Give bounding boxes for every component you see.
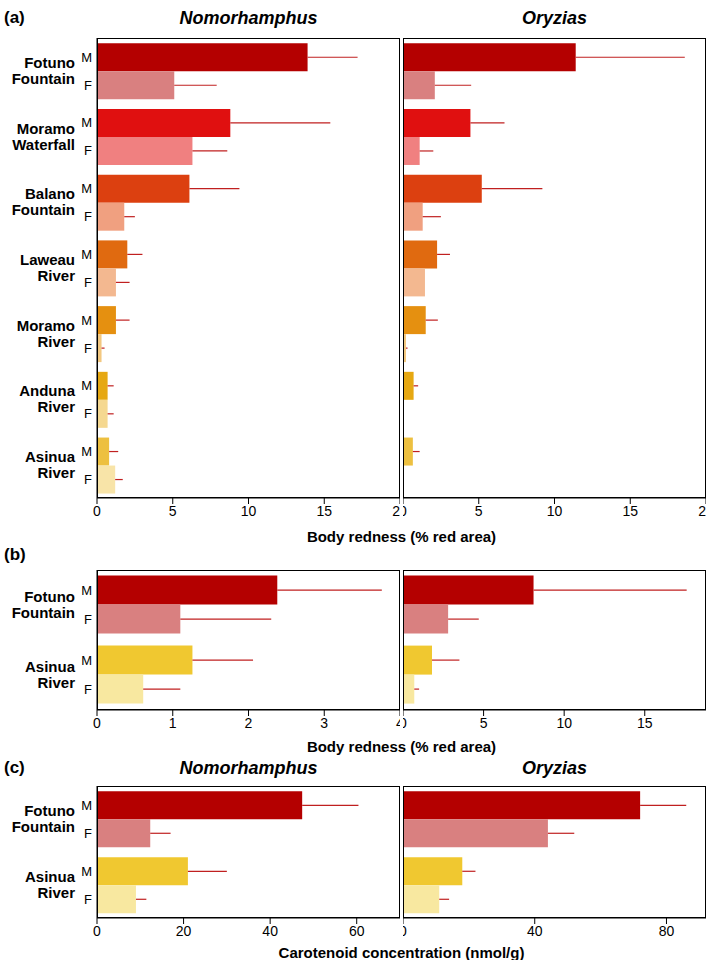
svg-text:0: 0 bbox=[403, 715, 407, 731]
html-text:Oryzias: Oryzias bbox=[522, 8, 587, 28]
svg-text:M: M bbox=[81, 864, 92, 879]
svg-text:40: 40 bbox=[262, 923, 278, 939]
svg-text:F: F bbox=[84, 826, 92, 841]
svg-text:0: 0 bbox=[93, 715, 101, 731]
svg-text:1: 1 bbox=[169, 715, 177, 731]
html-text:(b): (b) bbox=[4, 545, 26, 564]
html-text:Body redness (% red area): Body redness (% red area) bbox=[306, 528, 497, 545]
svg-text:AsinuaRiver: AsinuaRiver bbox=[25, 868, 76, 901]
svg-text:20: 20 bbox=[698, 503, 701, 519]
svg-text:F: F bbox=[84, 612, 92, 627]
svg-text:5: 5 bbox=[475, 503, 483, 519]
svg-text:AndunaRiver: AndunaRiver bbox=[19, 382, 75, 415]
svg-text:MoramoRiver: MoramoRiver bbox=[17, 317, 75, 350]
svg-text:4: 4 bbox=[396, 715, 400, 731]
html-text:Carotenoid concentration (nmol: Carotenoid concentration (nmol/g) bbox=[278, 944, 525, 960]
svg-text:10: 10 bbox=[547, 503, 563, 519]
html-text:(c): (c) bbox=[4, 758, 25, 777]
html-text:(a): (a) bbox=[4, 8, 25, 27]
svg-text:20: 20 bbox=[176, 923, 192, 939]
svg-text:FotunoFountain: FotunoFountain bbox=[12, 54, 75, 87]
svg-text:F: F bbox=[84, 682, 92, 697]
svg-text:BalanoFountain: BalanoFountain bbox=[12, 185, 75, 218]
svg-text:M: M bbox=[81, 313, 92, 328]
svg-text:AsinuaRiver: AsinuaRiver bbox=[25, 448, 76, 481]
html-text:Nomorhamphus: Nomorhamphus bbox=[179, 758, 318, 778]
svg-text:10: 10 bbox=[241, 503, 257, 519]
html-text:Oryzias: Oryzias bbox=[522, 758, 587, 778]
svg-text:M: M bbox=[81, 50, 92, 65]
svg-text:MoramoWaterfall: MoramoWaterfall bbox=[12, 120, 75, 153]
svg-text:F: F bbox=[84, 78, 92, 93]
svg-text:LaweauRiver: LaweauRiver bbox=[20, 251, 75, 284]
html-text:Body redness (% red area): Body redness (% red area) bbox=[306, 738, 497, 755]
svg-text:M: M bbox=[81, 653, 92, 668]
svg-text:M: M bbox=[81, 444, 92, 459]
svg-text:AsinuaRiver: AsinuaRiver bbox=[25, 658, 76, 691]
svg-text:80: 80 bbox=[659, 923, 675, 939]
html-text:Nomorhamphus: Nomorhamphus bbox=[179, 8, 318, 28]
svg-text:M: M bbox=[81, 378, 92, 393]
svg-text:FotunoFountain: FotunoFountain bbox=[12, 802, 75, 835]
svg-text:F: F bbox=[84, 341, 92, 356]
svg-text:0: 0 bbox=[93, 503, 101, 519]
svg-text:20: 20 bbox=[392, 503, 400, 519]
svg-text:0: 0 bbox=[93, 923, 101, 939]
svg-text:15: 15 bbox=[622, 503, 638, 519]
svg-text:3: 3 bbox=[320, 715, 328, 731]
svg-text:60: 60 bbox=[349, 923, 365, 939]
svg-text:0: 0 bbox=[403, 503, 407, 519]
svg-text:M: M bbox=[81, 798, 92, 813]
svg-text:F: F bbox=[84, 406, 92, 421]
svg-text:M: M bbox=[81, 181, 92, 196]
svg-text:F: F bbox=[84, 209, 92, 224]
svg-text:15: 15 bbox=[637, 715, 653, 731]
svg-text:F: F bbox=[84, 275, 92, 290]
svg-text:2: 2 bbox=[245, 715, 253, 731]
svg-text:M: M bbox=[81, 583, 92, 598]
svg-text:F: F bbox=[84, 472, 92, 487]
svg-text:15: 15 bbox=[316, 503, 332, 519]
svg-text:0: 0 bbox=[403, 923, 407, 939]
svg-text:10: 10 bbox=[556, 715, 572, 731]
svg-text:5: 5 bbox=[169, 503, 177, 519]
svg-text:F: F bbox=[84, 892, 92, 907]
svg-text:5: 5 bbox=[480, 715, 488, 731]
svg-text:FotunoFountain: FotunoFountain bbox=[12, 588, 75, 621]
svg-text:40: 40 bbox=[527, 923, 543, 939]
svg-text:F: F bbox=[84, 143, 92, 158]
svg-text:M: M bbox=[81, 247, 92, 262]
svg-text:M: M bbox=[81, 115, 92, 130]
